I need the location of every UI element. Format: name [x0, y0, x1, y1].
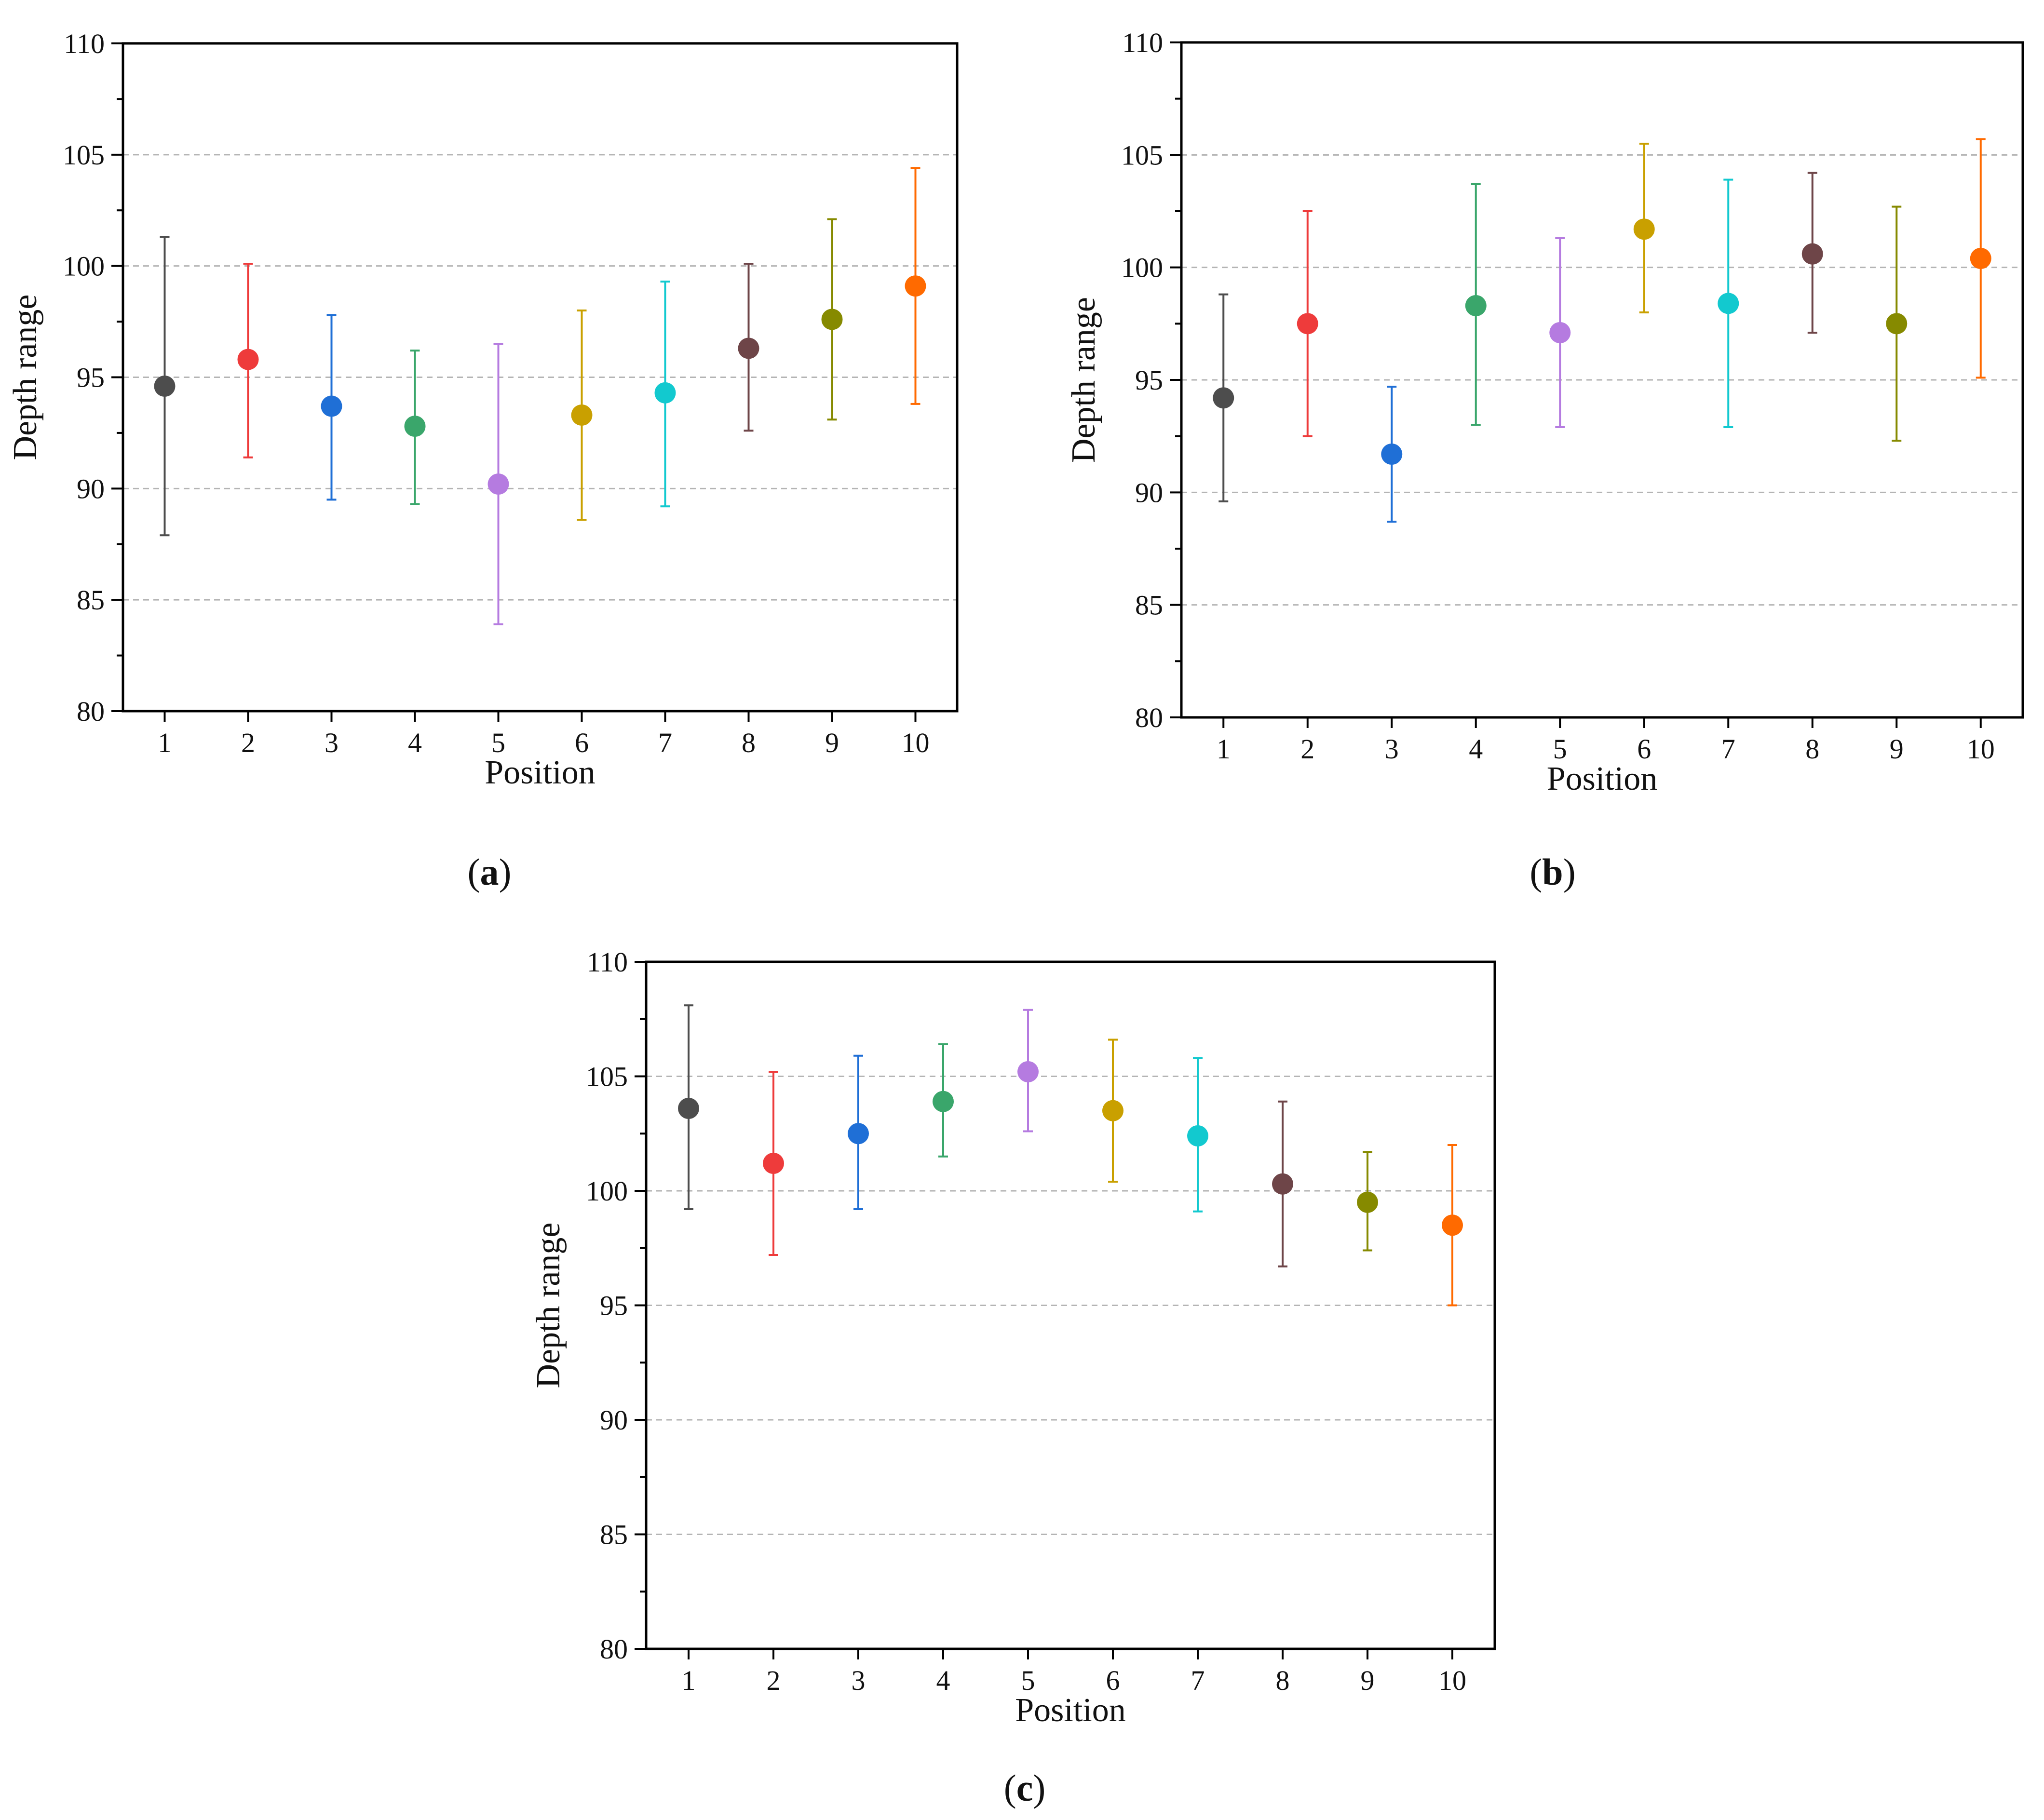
x-tick-label: 8 [1805, 733, 1819, 765]
caption-a: (a) [468, 851, 512, 893]
x-tick-label: 6 [575, 727, 589, 758]
x-tick-label: 2 [767, 1665, 781, 1696]
data-point [1970, 248, 1991, 269]
data-point [905, 275, 926, 297]
y-tick-label: 85 [77, 584, 105, 616]
y-axis-title: Depth range [530, 1222, 567, 1388]
x-tick-label: 4 [1469, 733, 1483, 765]
data-point [848, 1123, 869, 1145]
data-point [654, 382, 676, 404]
data-point [404, 416, 426, 437]
x-axis-title: Position [1015, 1692, 1126, 1729]
data-point [933, 1091, 954, 1112]
x-tick-label: 9 [825, 727, 839, 758]
x-tick-label: 7 [658, 727, 672, 758]
x-tick-label: 10 [902, 727, 930, 758]
y-tick-label: 80 [1135, 702, 1163, 733]
x-axis-title: Position [485, 754, 596, 791]
data-point [1801, 243, 1823, 265]
y-tick-label: 110 [1122, 27, 1163, 58]
x-tick-label: 8 [742, 727, 756, 758]
data-point [237, 349, 259, 370]
x-tick-label: 5 [491, 727, 505, 758]
x-tick-label: 3 [325, 727, 338, 758]
y-tick-label: 105 [1121, 139, 1163, 171]
data-point [1465, 295, 1487, 316]
data-point [321, 395, 342, 417]
y-tick-label: 110 [587, 946, 628, 978]
y-tick-label: 90 [1135, 477, 1163, 508]
data-point [1272, 1173, 1293, 1195]
data-point [763, 1153, 784, 1174]
y-tick-label: 100 [586, 1175, 628, 1207]
data-point [1102, 1100, 1124, 1121]
x-tick-label: 7 [1191, 1665, 1205, 1696]
x-tick-label: 9 [1890, 733, 1904, 765]
data-point [1549, 322, 1571, 343]
x-tick-label: 8 [1276, 1665, 1290, 1696]
data-point [1017, 1061, 1039, 1082]
data-point [1297, 313, 1318, 335]
data-point [738, 337, 759, 359]
y-tick-label: 100 [63, 251, 105, 282]
plot-frame [645, 960, 1496, 1650]
data-point [1187, 1125, 1208, 1146]
y-axis-title: Depth range [7, 294, 44, 460]
data-point [1886, 313, 1908, 335]
y-tick-label: 90 [77, 473, 105, 504]
x-tick-label: 2 [1300, 733, 1314, 765]
y-tick-label: 100 [1121, 252, 1163, 283]
data-point [821, 309, 843, 330]
y-tick-label: 105 [586, 1061, 628, 1092]
x-tick-label: 9 [1361, 1665, 1375, 1696]
data-point [1633, 218, 1655, 240]
data-point [1381, 444, 1403, 465]
plot-frame [1180, 41, 2024, 719]
y-tick-label: 110 [64, 28, 105, 59]
x-tick-label: 1 [1217, 733, 1231, 765]
y-tick-label: 90 [600, 1404, 628, 1436]
y-tick-label: 95 [1135, 364, 1163, 396]
data-point [678, 1098, 699, 1119]
data-point [1442, 1214, 1463, 1236]
caption-c: (c) [1004, 1767, 1046, 1809]
data-point [1213, 387, 1234, 409]
data-point [1357, 1191, 1378, 1213]
data-point [1718, 293, 1739, 314]
panel-b: 80 85 90 95 100 105 110 1 2 3 4 5 6 7 8 9 10 Position Dept… [1065, 27, 2024, 797]
y-tick-label: 85 [1135, 590, 1163, 621]
y-tick-label: 95 [600, 1290, 628, 1321]
panel-a: 80 85 90 95 100 105 110 1 2 3 4 5 6 7 8 9 10 Position Dept… [7, 28, 959, 791]
x-tick-label: 4 [408, 727, 422, 758]
y-tick-label: 80 [77, 696, 105, 727]
y-axis-title: Depth range [1065, 297, 1102, 463]
x-tick-label: 2 [241, 727, 255, 758]
data-point [571, 404, 593, 426]
data-point [154, 375, 176, 397]
x-tick-label: 4 [936, 1665, 950, 1696]
data-point [487, 473, 509, 495]
x-tick-label: 3 [1385, 733, 1399, 765]
x-tick-label: 3 [852, 1665, 866, 1696]
x-tick-label: 1 [158, 727, 172, 758]
caption-b: (b) [1530, 851, 1575, 893]
x-axis-title: Position [1547, 760, 1658, 797]
plot-frame [122, 42, 959, 713]
x-tick-label: 6 [1637, 733, 1651, 765]
x-tick-label: 5 [1021, 1665, 1035, 1696]
x-tick-label: 1 [682, 1665, 696, 1696]
x-tick-label: 6 [1106, 1665, 1120, 1696]
x-tick-label: 5 [1553, 733, 1567, 765]
y-tick-label: 105 [63, 139, 105, 171]
y-tick-label: 95 [77, 362, 105, 393]
panel-c: 80 85 90 95 100 105 110 1 2 3 4 5 6 7 8 9 10 Position Dept… [530, 946, 1496, 1729]
y-tick-label: 80 [600, 1633, 628, 1665]
x-tick-label: 10 [1967, 733, 1995, 765]
x-tick-label: 10 [1438, 1665, 1466, 1696]
x-tick-label: 7 [1721, 733, 1735, 765]
y-tick-label: 85 [600, 1519, 628, 1550]
